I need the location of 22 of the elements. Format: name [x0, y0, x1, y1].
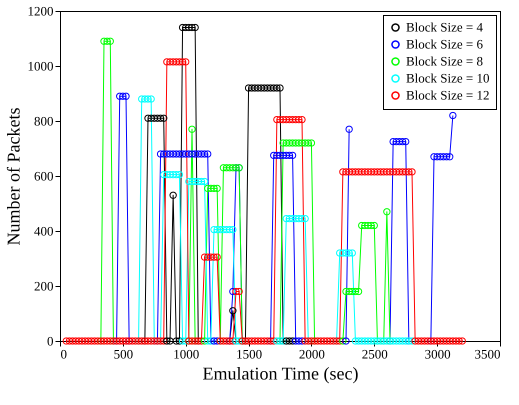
x-tick-label: 2000 [298, 346, 325, 362]
y-tick-label: 400 [34, 224, 54, 238]
y-axis-title: Number of Packets [4, 108, 24, 246]
x-tick-label: 3500 [474, 346, 500, 362]
x-tick-label: 2500 [362, 346, 388, 362]
legend-label: Block Size = 10 [406, 70, 490, 86]
y-tick-label: 0 [47, 334, 54, 348]
y-tick-label: 800 [34, 114, 54, 128]
legend-label: Block Size = 12 [406, 88, 490, 102]
y-tick-label: 1200 [28, 4, 54, 18]
y-tick-label: 1000 [28, 58, 54, 74]
x-tick-label: 1000 [173, 346, 200, 362]
x-tick-label: 500 [114, 346, 134, 362]
x-tick-label: 1500 [236, 346, 262, 362]
y-tick-label: 200 [34, 278, 54, 294]
x-tick-label: 3000 [424, 346, 451, 362]
legend-label: Block Size = 6 [406, 36, 484, 52]
x-tick-label: 0 [60, 346, 67, 362]
x-axis-title: Emulation Time (sec) [202, 364, 358, 384]
legend-label: Block Size = 4 [406, 20, 484, 34]
legend-label: Block Size = 8 [406, 54, 484, 68]
y-tick-label: 600 [34, 168, 54, 184]
